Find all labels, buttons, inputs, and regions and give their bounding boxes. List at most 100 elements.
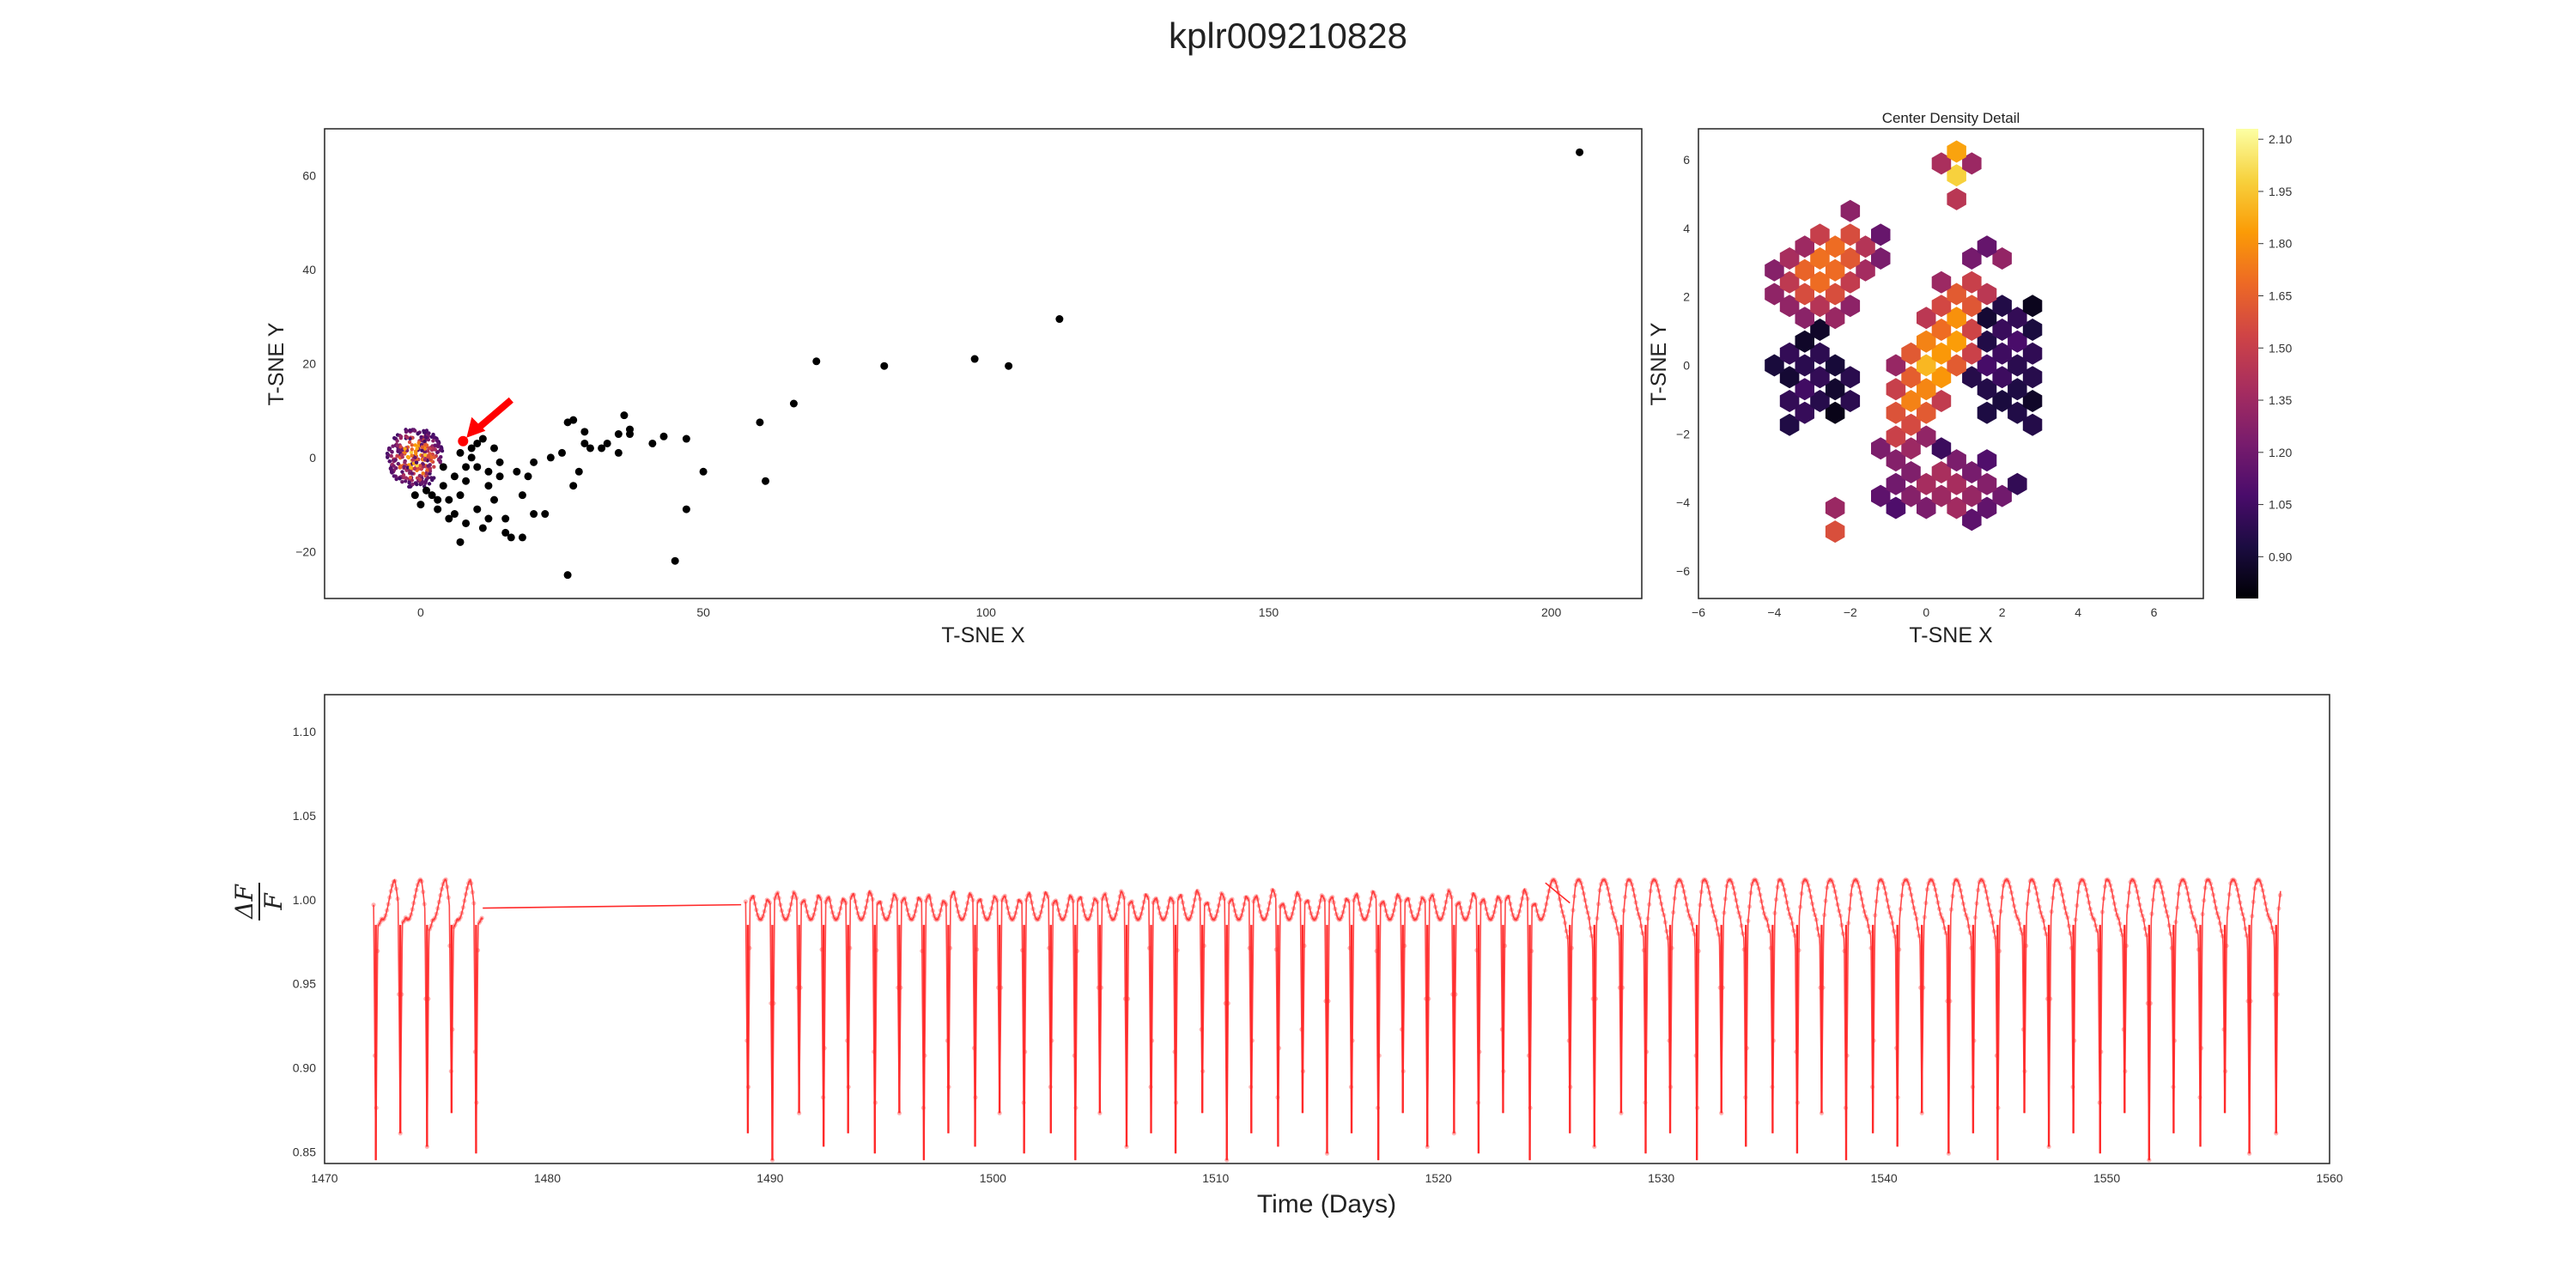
light-curve-point	[1765, 917, 1770, 922]
tsne-point	[563, 418, 572, 427]
light-curve-point	[1715, 926, 1720, 932]
light-curve-point	[767, 900, 772, 905]
light-curve-point	[1384, 913, 1390, 919]
core-density-point	[395, 453, 399, 459]
light-curve-point	[1878, 877, 1883, 882]
density-hex	[1810, 390, 1830, 412]
light-curve-point	[1393, 902, 1398, 907]
light-curve-point	[2126, 890, 2132, 896]
light-curve-xlabel: Time (Days)	[1257, 1190, 1396, 1218]
light-curve-point	[1863, 914, 1868, 919]
light-curve-point	[1152, 897, 1157, 902]
light-curve-point	[1732, 891, 1737, 896]
light-curve-point	[440, 881, 446, 887]
light-curve-point	[1041, 897, 1047, 902]
density-hex	[1917, 425, 1936, 448]
light-curve-point	[1336, 917, 1342, 922]
light-curve-point	[1735, 904, 1740, 909]
light-curve-point	[1137, 915, 1143, 920]
light-curve-point	[1900, 881, 1906, 887]
light-curve-point	[1893, 934, 1898, 939]
light-curve-point	[755, 912, 760, 918]
light-curve-point	[1458, 905, 1463, 910]
tsne-point	[880, 361, 889, 370]
tsne-point	[467, 453, 476, 462]
light-curve-point	[1321, 894, 1326, 900]
light-curve-point	[1278, 904, 1283, 909]
light-curve-point	[1535, 913, 1541, 919]
light-curve-point	[1429, 894, 1434, 899]
light-curve-point	[1131, 904, 1136, 909]
light-curve-point	[2063, 911, 2069, 916]
light-curve-point	[774, 892, 779, 897]
light-curve-point	[1264, 912, 1270, 917]
light-curve-point	[848, 895, 854, 900]
light-curve-point	[2018, 927, 2024, 933]
light-curve-point	[1060, 917, 1065, 922]
light-curve-point	[1698, 902, 1703, 908]
density-hex	[1886, 401, 1906, 424]
light-curve-point	[1734, 897, 1739, 903]
light-curve-point	[1747, 904, 1753, 909]
light-curve-point	[1838, 913, 1843, 919]
light-curve-point	[1505, 894, 1510, 900]
density-hex	[2022, 413, 2043, 436]
light-curve-point	[981, 910, 987, 915]
light-curve-point	[1862, 909, 1867, 914]
light-curve-point	[439, 886, 445, 891]
light-curve-point	[1108, 914, 1113, 919]
light-curve-point	[766, 898, 771, 903]
core-density-point	[439, 455, 443, 459]
density-hex	[1901, 342, 1921, 365]
svg-text:ΔF: ΔF	[230, 884, 258, 920]
light-curve-point	[752, 901, 757, 906]
light-curve-point	[2183, 880, 2188, 885]
light-curve-point	[778, 902, 783, 908]
light-curve-point	[1749, 881, 1755, 887]
density-hex	[1779, 366, 1800, 389]
center-density-xtick: 6	[2151, 605, 2158, 619]
light-curve-point	[1228, 897, 1234, 903]
light-curve-point	[1117, 894, 1122, 899]
light-curve-point	[1616, 931, 1621, 936]
light-curve-point	[2109, 888, 2114, 893]
light-curve-point	[763, 902, 769, 908]
light-curve-point	[951, 890, 956, 896]
light-curve-point	[2252, 886, 2257, 891]
tsne-point	[603, 439, 611, 447]
light-curve-point	[1064, 908, 1069, 914]
light-curve-point	[860, 914, 866, 920]
light-curve-point	[805, 909, 810, 914]
density-hex	[1962, 461, 1982, 483]
light-curve-point	[2017, 920, 2022, 927]
light-curve-point	[428, 923, 434, 928]
light-curve-point	[1439, 915, 1444, 920]
density-hex	[1901, 484, 1921, 507]
density-hex	[1795, 283, 1814, 306]
light-curve-point	[407, 915, 412, 920]
light-curve-point	[1523, 890, 1529, 896]
tsne-point	[495, 458, 504, 466]
density-hex	[1825, 496, 1845, 519]
colorbar-tick-label: 1.80	[2269, 237, 2292, 251]
core-density-point	[405, 465, 410, 470]
light-curve-point	[1129, 899, 1134, 904]
light-curve-point	[860, 917, 865, 922]
light-curve-point	[1192, 897, 1197, 902]
light-curve-point	[944, 902, 949, 907]
light-curve-point	[1573, 882, 1578, 887]
light-curve-point	[455, 917, 460, 922]
light-curve-point	[1704, 880, 1710, 885]
light-curve-point	[1890, 920, 1895, 926]
light-curve-point	[2215, 911, 2220, 916]
light-curve-point	[1417, 907, 1422, 912]
light-curve-ylabel: ΔF F	[230, 883, 288, 920]
light-curve-point	[421, 890, 426, 895]
light-curve-point	[2214, 905, 2219, 910]
density-hex	[1977, 235, 1997, 258]
core-density-point	[407, 484, 411, 489]
light-curve-point	[1886, 904, 1891, 909]
light-curve-point	[1958, 888, 1963, 893]
tsne-point	[756, 418, 764, 427]
light-curve-point	[1990, 920, 1996, 926]
